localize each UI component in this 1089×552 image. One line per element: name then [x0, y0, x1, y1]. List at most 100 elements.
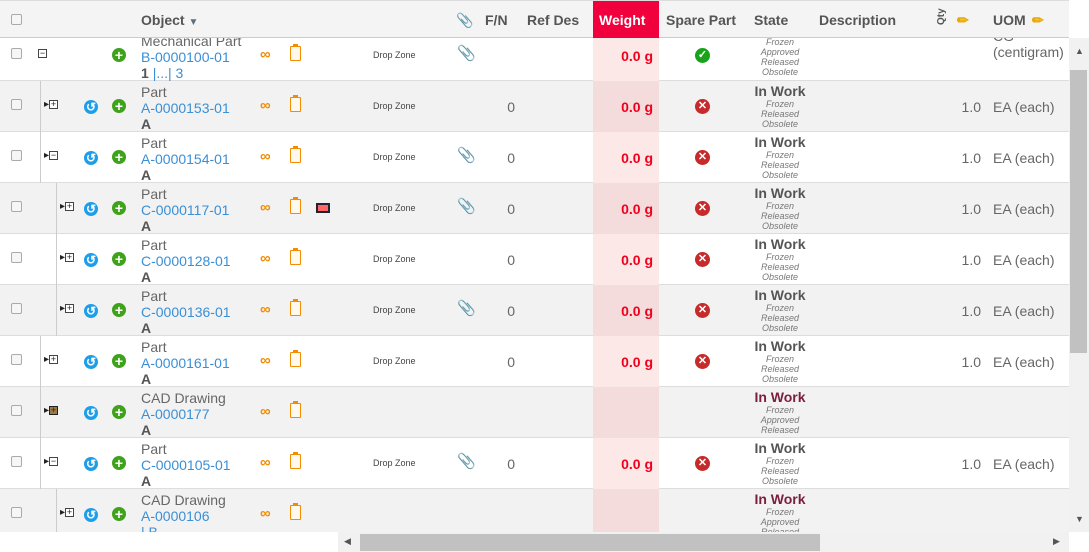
link-icon[interactable]: ∞	[260, 403, 271, 420]
paperclip-icon[interactable]: 📎	[457, 45, 476, 62]
drop-zone[interactable]: Drop Zone	[373, 356, 416, 366]
clipboard-icon[interactable]	[290, 95, 301, 112]
object-number-link[interactable]: C-0000117-01	[141, 202, 230, 218]
state-option[interactable]: Approved	[760, 517, 800, 527]
row-checkbox[interactable]	[11, 99, 22, 110]
object-number-link[interactable]: C-0000105-01	[141, 457, 231, 473]
refresh-icon[interactable]: ↺	[84, 100, 98, 114]
clipboard-icon[interactable]	[290, 44, 301, 61]
link-icon[interactable]: ∞	[260, 148, 271, 165]
object-column-header[interactable]: Object ▼	[141, 12, 199, 28]
expand-icon[interactable]: ▸ +	[60, 506, 75, 518]
revision-link[interactable]: A	[141, 269, 152, 285]
qty-value[interactable]: 1.0	[961, 99, 981, 115]
link-icon[interactable]: ∞	[260, 46, 271, 63]
expand-icon[interactable]: ▸ +	[44, 98, 59, 110]
collapse-icon[interactable]: ▸ −	[44, 455, 59, 467]
revision-link[interactable]: A	[141, 320, 152, 336]
qty-value[interactable]: 1.0	[961, 252, 981, 268]
clipboard-icon[interactable]	[290, 146, 301, 163]
drop-zone[interactable]: Drop Zone	[373, 152, 416, 162]
spare-part-column-header[interactable]: Spare Part	[666, 12, 737, 28]
row-checkbox[interactable]	[11, 354, 22, 365]
add-icon[interactable]: +	[112, 354, 126, 368]
refresh-icon[interactable]: ↺	[84, 202, 98, 216]
state-option[interactable]: Released	[760, 211, 800, 221]
revision-link[interactable]: 1	[141, 65, 149, 81]
drop-zone[interactable]: Drop Zone	[373, 101, 416, 111]
object-number-link[interactable]: A-0000153-01	[141, 100, 230, 116]
uom-value[interactable]: EA (each)	[993, 99, 1055, 115]
refresh-icon[interactable]: ↺	[84, 304, 98, 318]
expand-icon[interactable]: ▸ +	[60, 251, 75, 263]
state-option[interactable]: Released	[760, 109, 800, 119]
refresh-icon[interactable]: ↺	[84, 355, 98, 369]
collapse-icon[interactable]: ▸ −	[44, 149, 59, 161]
state-option[interactable]: Frozen	[765, 507, 794, 517]
state-option[interactable]: Released	[760, 160, 800, 170]
table-row[interactable]: ▸ + ↺ + CAD Drawing A-0000177 A ∞ In Work Fr…	[0, 387, 1069, 438]
object-number-link[interactable]: A-0000177	[141, 406, 210, 422]
table-row[interactable]: − + Mechanical Part B-0000100-01 1 |...| …	[0, 38, 1069, 81]
pencil-icon[interactable]: ✏	[1032, 12, 1044, 28]
drop-zone[interactable]: Drop Zone	[373, 50, 416, 60]
state-option[interactable]: Released	[760, 57, 800, 67]
pencil-icon[interactable]: ✏	[957, 12, 969, 28]
link-icon[interactable]: ∞	[260, 454, 271, 471]
table-row[interactable]: ▸ + ↺ + Part C-0000128-01 A ∞ Drop Zone 0 0.…	[0, 234, 1069, 285]
qty-value[interactable]: 1.0	[961, 201, 981, 217]
object-number-link[interactable]: A-0000106	[141, 508, 210, 524]
link-icon[interactable]: ∞	[260, 199, 271, 216]
uom-value[interactable]: CG (centigram)	[993, 38, 1064, 60]
state-option[interactable]: Obsolete	[761, 67, 799, 77]
state-option[interactable]: Released	[760, 313, 800, 323]
refresh-icon[interactable]: ↺	[84, 508, 98, 522]
state-option[interactable]: Frozen	[765, 456, 794, 466]
state-option[interactable]: Obsolete	[761, 170, 799, 180]
object-number-link[interactable]: C-0000136-01	[141, 304, 231, 320]
uom-value[interactable]: EA (each)	[993, 201, 1055, 217]
drop-zone[interactable]: Drop Zone	[373, 305, 416, 315]
table-row[interactable]: ▸ − ↺ + Part A-0000154-01 A ∞ Drop Zone 📎 0 0…	[0, 132, 1069, 183]
add-icon[interactable]: +	[112, 201, 126, 215]
state-option[interactable]: Released	[760, 466, 800, 476]
row-checkbox[interactable]	[11, 303, 22, 314]
uom-value[interactable]: EA (each)	[993, 252, 1055, 268]
state-option[interactable]: Obsolete	[761, 272, 799, 282]
state-option[interactable]: Obsolete	[761, 476, 799, 486]
clipboard-icon[interactable]	[290, 197, 301, 214]
revision-link[interactable]: A	[141, 422, 152, 438]
row-checkbox[interactable]	[11, 48, 22, 59]
table-row[interactable]: ▸ + ↺ + Part A-0000153-01 A ∞ Drop Zone 0 0.…	[0, 81, 1069, 132]
expand-icon[interactable]: ▸ +	[60, 200, 75, 212]
state-option[interactable]: Frozen	[765, 252, 794, 262]
link-icon[interactable]: ∞	[260, 352, 271, 369]
table-row[interactable]: ▸ + ↺ + CAD Drawing A-0000106 | B ∞ In Work…	[0, 489, 1069, 532]
qty-value[interactable]: 1.0	[961, 354, 981, 370]
uom-column-header[interactable]: UOM	[993, 12, 1026, 28]
add-icon[interactable]: +	[112, 252, 126, 266]
vertical-scroll-thumb[interactable]	[1070, 70, 1087, 353]
refresh-icon[interactable]: ↺	[84, 253, 98, 267]
table-row[interactable]: ▸ + ↺ + Part C-0000117-01 A ∞ Drop Zone 📎 0 0…	[0, 183, 1069, 234]
clipboard-icon[interactable]	[290, 401, 301, 418]
paperclip-icon[interactable]: 📎	[456, 12, 474, 28]
uom-value[interactable]: EA (each)	[993, 150, 1055, 166]
add-icon[interactable]: +	[112, 48, 126, 62]
weight-column-header[interactable]: Weight	[593, 1, 659, 39]
row-checkbox[interactable]	[11, 150, 22, 161]
fn-column-header[interactable]: F/N	[485, 12, 508, 28]
link-icon[interactable]: ∞	[260, 97, 271, 114]
uom-value[interactable]: EA (each)	[993, 354, 1055, 370]
state-option[interactable]: Obsolete	[761, 119, 799, 129]
state-option[interactable]: Frozen	[765, 150, 794, 160]
state-option[interactable]: Obsolete	[761, 221, 799, 231]
collapse-icon[interactable]: −	[38, 47, 47, 58]
image-icon[interactable]	[316, 203, 330, 213]
row-checkbox[interactable]	[11, 405, 22, 416]
state-option[interactable]: Released	[760, 364, 800, 374]
expand-icon[interactable]: ▸ +	[44, 353, 59, 365]
state-option[interactable]: Approved	[760, 47, 800, 57]
revision-link[interactable]: A	[141, 167, 152, 183]
revision-link[interactable]: A	[141, 473, 152, 489]
